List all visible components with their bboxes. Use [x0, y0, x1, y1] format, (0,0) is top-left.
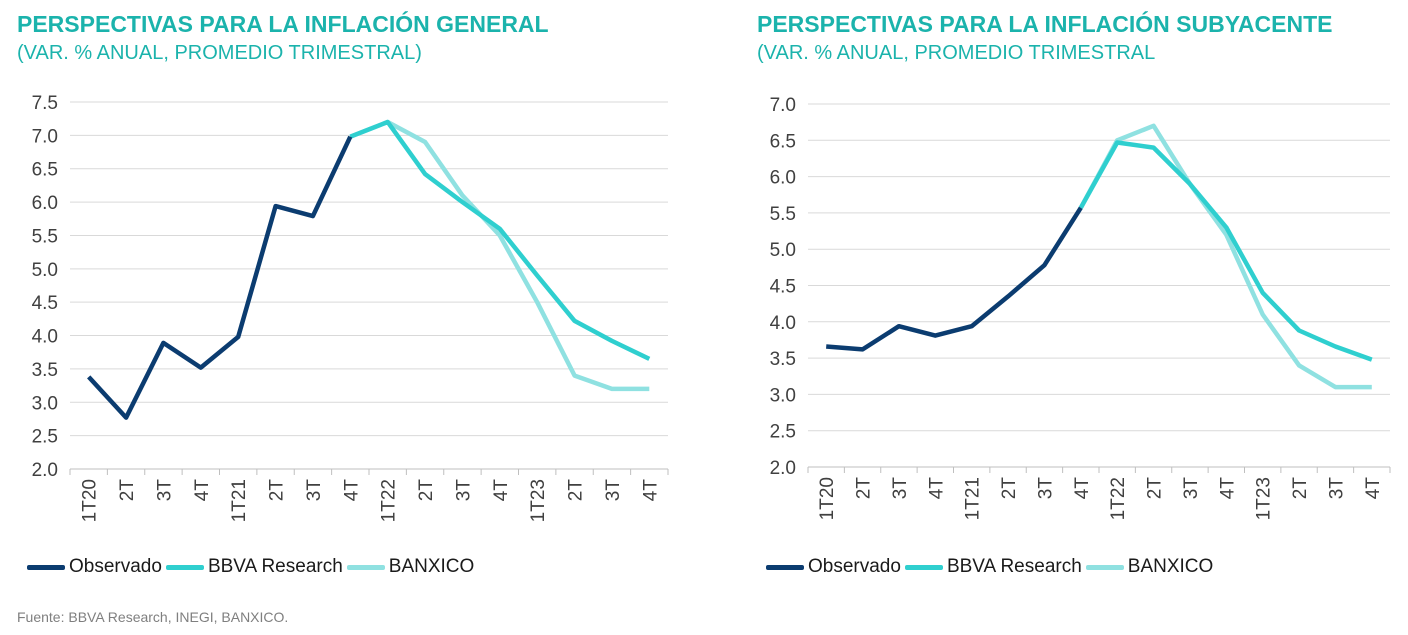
x-tick-label: 1T20 — [817, 477, 838, 520]
x-tick-label: 2T — [1290, 477, 1311, 500]
y-tick-label: 7.0 — [770, 95, 796, 116]
y-tick-label: 2.5 — [770, 422, 796, 443]
x-tick-label: 4T — [1363, 477, 1384, 500]
chart-legend-general: Observado BBVA Research BANXICO — [27, 556, 478, 578]
x-tick-label: 4T — [192, 479, 213, 502]
legend-label: BBVA Research — [946, 556, 1082, 577]
x-tick-label: 2T — [1145, 477, 1166, 500]
series-line-bbva-research — [1078, 140, 1373, 362]
y-tick-label: 4.0 — [770, 313, 796, 334]
y-tick-label: 3.5 — [770, 349, 796, 370]
x-tick-label: 3T — [1181, 477, 1202, 500]
series-line-observado — [87, 135, 353, 420]
legend-item-observado: Observado — [766, 556, 901, 578]
legend-item-banxico: BANXICO — [1085, 556, 1214, 578]
series-line-banxico — [349, 119, 650, 392]
series-line-banxico — [1078, 123, 1372, 390]
y-tick-label: 6.0 — [32, 193, 58, 214]
line-chart-subyacente: 2.0 2.5 3.0 3.5 4.0 4.5 5.0 5.5 6.0 6.5 7.0 1T20 2T 3… — [770, 95, 1391, 520]
chart-title: PERSPECTIVAS PARA LA INFLACIÓN SUBYACENT… — [757, 11, 1333, 37]
y-tick-label: 3.0 — [770, 385, 796, 406]
x-tick-label: 4T — [491, 479, 512, 502]
legend-label: BBVA Research — [207, 556, 343, 577]
y-tick-label: 2.0 — [32, 460, 58, 481]
x-tick-label: 1T22 — [379, 479, 400, 522]
series-line-bbva-research — [349, 119, 651, 361]
chart-subtitle: (VAR. % ANUAL, PROMEDIO TRIMESTRAL) — [17, 42, 422, 64]
x-tick-label: 3T — [304, 479, 325, 502]
x-tick-label: 2T — [566, 479, 587, 502]
source-note: Fuente: BBVA Research, INEGI, BANXICO. — [17, 609, 289, 625]
legend-swatch — [1085, 564, 1124, 570]
y-tick-label: 4.5 — [32, 293, 58, 314]
y-tick-label: 5.5 — [770, 204, 796, 225]
x-tick-label: 4T — [1217, 477, 1238, 500]
legend-label: BANXICO — [1127, 556, 1214, 577]
legend-label: Observado — [808, 556, 901, 577]
y-tick-label: 7.5 — [32, 93, 58, 114]
x-tick-label: 1T23 — [528, 479, 549, 522]
y-tick-label: 6.5 — [32, 160, 58, 181]
line-chart-general: 2.0 2.5 3.0 3.5 4.0 4.5 5.0 5.5 6.0 6.5 7.0 7.5 1T20… — [32, 93, 669, 522]
legend-item-bbva: BBVA Research — [904, 556, 1082, 578]
y-tick-label: 3.5 — [32, 360, 58, 381]
series-line-observado — [826, 206, 1083, 352]
x-tick-label: 2T — [267, 479, 288, 502]
x-tick-label: 3T — [453, 479, 474, 502]
x-tick-label: 1T21 — [229, 479, 250, 522]
y-tick-label: 7.0 — [32, 126, 58, 147]
x-tick-label: 2T — [854, 477, 875, 500]
legend-label: Observado — [69, 556, 162, 577]
legend-item-observado: Observado — [27, 556, 162, 578]
y-tick-label: 6.5 — [770, 131, 796, 152]
x-tick-label: 3T — [603, 479, 624, 502]
legend-item-banxico: BANXICO — [346, 556, 475, 578]
legend-swatch — [766, 564, 804, 570]
x-tick-label: 3T — [1035, 477, 1056, 500]
y-tick-label: 2.0 — [770, 458, 796, 479]
y-tick-label: 5.0 — [32, 260, 58, 281]
legend-label: BANXICO — [388, 556, 475, 577]
legend-swatch — [346, 564, 385, 570]
x-tick-label: 1T21 — [963, 477, 984, 520]
chart-title: PERSPECTIVAS PARA LA INFLACIÓN GENERAL — [17, 11, 549, 37]
y-tick-label: 2.5 — [32, 427, 58, 448]
x-tick-label: 3T — [1326, 477, 1347, 500]
y-tick-label: 6.0 — [770, 168, 796, 189]
chart-subtitle: (VAR. % ANUAL, PROMEDIO TRIMESTRAL — [757, 42, 1156, 64]
y-tick-label: 5.0 — [770, 240, 796, 261]
x-tick-label: 2T — [999, 477, 1020, 500]
y-tick-label: 4.0 — [32, 327, 58, 348]
y-tick-label: 5.5 — [32, 226, 58, 247]
x-tick-label: 1T20 — [80, 479, 101, 522]
y-tick-label: 4.5 — [770, 277, 796, 298]
x-tick-label: 2T — [117, 479, 138, 502]
y-tick-label: 3.0 — [32, 393, 58, 414]
x-tick-label: 4T — [341, 479, 362, 502]
legend-swatch — [165, 564, 204, 570]
x-tick-label: 1T22 — [1108, 477, 1129, 520]
chart-legend-subyacente: Observado BBVA Research BANXICO — [766, 556, 1217, 578]
legend-swatch — [904, 564, 943, 570]
x-tick-label: 4T — [640, 479, 661, 502]
x-tick-label: 2T — [416, 479, 437, 502]
x-tick-label: 3T — [890, 477, 911, 500]
chart-panel-subyacente: PERSPECTIVAS PARA LA INFLACIÓN SUBYACENT… — [740, 0, 1408, 600]
x-tick-label: 4T — [1072, 477, 1093, 500]
legend-swatch — [27, 564, 65, 570]
x-tick-label: 3T — [154, 479, 175, 502]
x-tick-label: 4T — [926, 477, 947, 500]
x-tick-label: 1T23 — [1254, 477, 1275, 520]
legend-item-bbva: BBVA Research — [165, 556, 343, 578]
chart-panel-general: PERSPECTIVAS PARA LA INFLACIÓN GENERAL (… — [0, 0, 704, 600]
